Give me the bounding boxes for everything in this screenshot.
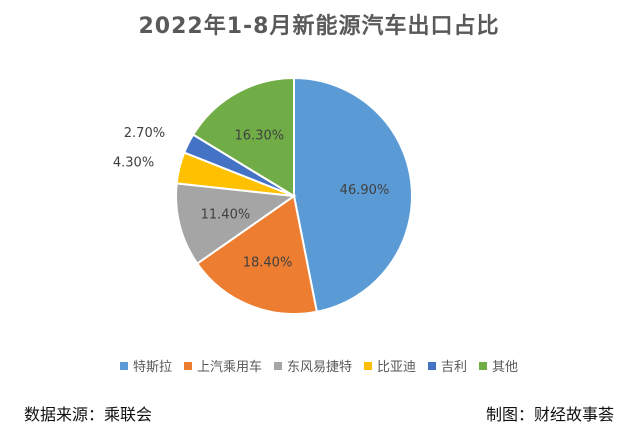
legend-item-3: 比亚迪 [364, 356, 416, 375]
legend-swatch [428, 361, 437, 370]
legend-item-5: 其他 [479, 356, 518, 375]
legend-swatch [479, 361, 488, 370]
legend-label: 吉利 [441, 360, 468, 375]
chart-title: 2022年1-8月新能源汽车出口占比 [138, 14, 500, 39]
pie-data-label-1: 18.40% [243, 256, 293, 271]
legend-item-2: 东风易捷特 [273, 356, 352, 375]
pie-data-label-4: 2.70% [124, 126, 165, 141]
legend-label: 上汽乘用车 [196, 360, 262, 375]
legend-item-4: 吉利 [428, 356, 467, 375]
legend-label: 其他 [492, 360, 519, 375]
pie-slice-2 [175, 182, 297, 265]
legend-swatch [364, 361, 372, 370]
legend-swatch [183, 361, 192, 370]
pie-data-label-2: 11.40% [201, 208, 251, 223]
legend-label: 东风易捷特 [286, 360, 352, 375]
pie-chart: 46.90% 18.40% 11.40% 4.30% 2.70% 16.30% [113, 76, 413, 315]
legend-item-0: 特斯拉 [119, 356, 172, 375]
legend-label: 比亚迪 [377, 360, 417, 375]
pie-slice-0 [293, 76, 413, 313]
pie-slice-1 [195, 194, 319, 315]
pie-slice-5 [191, 76, 295, 198]
legend-item-1: 上汽乘用车 [183, 356, 262, 375]
pie-data-label-5: 16.30% [235, 128, 285, 143]
legend-swatch [273, 361, 282, 370]
chart-legend: 特斯拉 上汽乘用车 东风易捷特 比亚迪 吉利 其他 [0, 356, 638, 375]
pie-data-label-3: 4.30% [113, 156, 154, 171]
chart-credit-note: 制图：财经故事荟 [485, 405, 614, 424]
legend-swatch [119, 361, 128, 370]
pie-data-label-0: 46.90% [340, 183, 390, 198]
data-source-note: 数据来源：乘联会 [24, 405, 153, 424]
legend-label: 特斯拉 [132, 360, 172, 375]
